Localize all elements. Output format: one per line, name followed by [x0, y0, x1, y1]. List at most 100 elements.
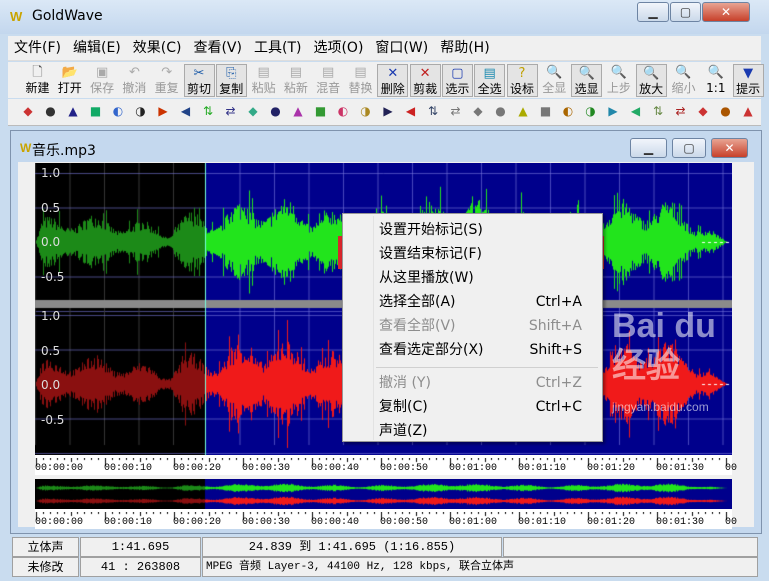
mechanize-icon[interactable]: ⇅	[427, 104, 439, 118]
toolbar-button-2[interactable]: ▣ 保存	[87, 64, 118, 97]
echo-icon[interactable]: ◐	[112, 104, 124, 118]
toolbar-button-19[interactable]: 🔍 放大	[635, 64, 667, 97]
doc-minimize-button[interactable]: ▁	[630, 138, 667, 158]
auto-gain-icon[interactable]: ◑	[585, 104, 596, 118]
close-button[interactable]: ✕	[702, 2, 750, 22]
doc-maximize-button[interactable]: ▢	[672, 138, 706, 158]
open-folder-icon: 📂	[61, 65, 78, 80]
stereo-icon[interactable]: ◑	[360, 104, 371, 118]
context-menu-item-6[interactable]: 撤消 (Y) Ctrl+Z	[343, 371, 602, 395]
toolbar-button-5[interactable]: ✂ 剪切	[183, 64, 215, 97]
toolbar-button-15[interactable]: ? 设标	[506, 64, 538, 97]
toolbar-button-16[interactable]: 🔍 全显	[539, 64, 570, 97]
context-menu-item-0[interactable]: 设置开始标记(S)	[343, 218, 602, 242]
toolbar-button-17[interactable]: 🔍 选显	[571, 64, 603, 97]
context-menu-item-8[interactable]: 声道(Z)	[343, 419, 602, 443]
menu-item-shortcut: Shift+A	[528, 318, 582, 334]
menu-item-3[interactable]: 查看(V)	[193, 40, 242, 56]
maximize-button[interactable]: ▢	[670, 2, 701, 22]
toolbar-button-4[interactable]: ↷ 重复	[151, 64, 182, 97]
toolbar-label: 重复	[154, 81, 179, 95]
toolbar-button-21[interactable]: 🔍 1:1	[700, 64, 731, 97]
effects-toolbar: ◆ ● ▲ ■ ◐ ◑ ▶ ◀ ⇅ ⇄ ◆ ● ▲ ■ ◐ ◑ ▶ ◀ ⇅ ⇄ ◆ ● ▲ ■ ◐ ◑ ▶ ◀ ⇅ ⇄ ◆ ● ▲	[8, 99, 761, 126]
doc-close-button[interactable]: ✕	[711, 138, 748, 158]
status-format: MPEG 音频 Layer-3, 44100 Hz, 128 kbps, 联合立…	[202, 557, 758, 577]
toolbar-button-11[interactable]: ✕ 删除	[377, 64, 409, 97]
toolbar-label: 上步	[606, 81, 631, 95]
toolbar-button-0[interactable]: 🗋 新建	[22, 64, 53, 97]
matrix-icon[interactable]: ■	[314, 104, 327, 118]
stretch-icon[interactable]: ◆	[248, 104, 258, 118]
channel-swap-icon[interactable]: ●	[45, 104, 56, 118]
toolbar-button-13[interactable]: ▢ 选示	[441, 64, 473, 97]
timeline-label: 00:01:00	[449, 517, 498, 528]
timeline-ticks	[35, 458, 732, 466]
reverse-icon[interactable]: ▶	[158, 104, 168, 118]
menu-item-7[interactable]: 帮助(H)	[440, 40, 490, 56]
noise-icon[interactable]: ▶	[383, 104, 393, 118]
compress-icon[interactable]: ⇄	[450, 104, 461, 118]
fade-in-icon[interactable]: ◑	[135, 104, 146, 118]
toolbar-button-14[interactable]: ▤ 全选	[474, 64, 506, 97]
volume-icon[interactable]: ◆	[473, 104, 483, 118]
menu-item-5[interactable]: 选项(O)	[313, 40, 364, 56]
toolbar-label: 复制	[219, 82, 244, 96]
timeline-label: 00	[725, 463, 738, 474]
volume-shape-icon[interactable]: ▲	[518, 104, 528, 118]
menu-item-1[interactable]: 编辑(E)	[72, 40, 121, 56]
remove-silence-icon[interactable]: ●	[720, 104, 731, 118]
toolbar-button-6[interactable]: ⎘ 复制	[215, 64, 247, 97]
toolbar-button-9[interactable]: ▤ 混音	[313, 64, 344, 97]
match-icon[interactable]: ■	[539, 104, 552, 118]
filter-icon[interactable]: ◀	[180, 104, 191, 118]
toolbar-button-10[interactable]: ▤ 替换	[345, 64, 376, 97]
toolbar-button-1[interactable]: 📂 打开	[54, 64, 85, 97]
toolbar-label: 选示	[445, 82, 470, 96]
toolbar-button-8[interactable]: ▤ 粘新	[280, 64, 311, 97]
main-toolbar: 🗋 新建 📂 打开 ▣ 保存 ↶ 撤消 ↷ 重复 ✂ 剪切 ⎘ 复制 ▤ 粘贴 ▤ 粘新 ▤ 混音 ▤ 替换 ✕ 删除 ✕ 剪裁 ▢…	[8, 62, 764, 98]
invert-icon[interactable]: ◀	[405, 104, 416, 118]
pitch-icon[interactable]: ⇅	[202, 104, 214, 118]
toolbar-button-18[interactable]: 🔍 上步	[603, 64, 634, 97]
transpose-icon[interactable]: ⇄	[675, 104, 686, 118]
minimize-button[interactable]: ▁	[637, 2, 669, 22]
menu-item-4[interactable]: 工具(T)	[253, 40, 302, 56]
doppler-icon[interactable]: ◆	[23, 104, 33, 118]
time-icon[interactable]: ▲	[743, 104, 753, 118]
context-menu-item-3[interactable]: 选择全部(A) Ctrl+A	[343, 290, 602, 314]
expand-icon[interactable]: ■	[89, 104, 102, 118]
toolbar-label: 选显	[574, 82, 599, 96]
toolbar-button-12[interactable]: ✕ 剪裁	[409, 64, 441, 97]
menu-item-2[interactable]: 效果(C)	[132, 40, 182, 56]
mix-icon[interactable]: ◐	[337, 104, 349, 118]
menu-item-label: 选择全部(A)	[379, 294, 456, 310]
spectrum-icon[interactable]: ▲	[293, 104, 303, 118]
menu-item-6[interactable]: 窗口(W)	[375, 40, 429, 56]
timeline-overview: 00:00:00 00:00:10 00:00:20 00:00:30 00:00:40…	[35, 509, 737, 529]
overview-waveform[interactable]	[35, 479, 732, 510]
toolbar-label: 缩小	[671, 81, 696, 95]
toolbar-button-7[interactable]: ▤ 粘贴	[248, 64, 279, 97]
toolbar-button-3[interactable]: ↶ 撤消	[119, 64, 150, 97]
context-menu-item-7[interactable]: 复制(C) Ctrl+C	[343, 395, 602, 419]
silence-icon[interactable]: ◆	[698, 104, 708, 118]
offset-icon[interactable]: ●	[270, 104, 281, 118]
equalizer-icon[interactable]: ⇄	[225, 104, 236, 118]
context-menu-item-1[interactable]: 设置结束标记(F)	[343, 242, 602, 266]
volume-change-icon[interactable]: ●	[495, 104, 506, 118]
replace-icon: ▤	[354, 65, 367, 80]
context-menu-item-2[interactable]: 从这里播放(W)	[343, 266, 602, 290]
fade-icon[interactable]: ▲	[68, 104, 78, 118]
context-menu-item-4[interactable]: 查看全部(V) Shift+A	[343, 314, 602, 338]
maximize-icon[interactable]: ◐	[562, 104, 574, 118]
amplitude-label: 0.0	[41, 235, 61, 249]
context-menu-item-5[interactable]: 查看选定部分(X) Shift+S	[343, 338, 602, 362]
title-bar: W GoldWave ▁ ▢ ✕	[0, 0, 769, 34]
select-view-icon: ▢	[451, 66, 464, 81]
toolbar-button-22[interactable]: ▼ 提示	[732, 64, 764, 97]
toolbar-button-20[interactable]: 🔍 缩小	[668, 64, 699, 97]
normalize-icon[interactable]: ▶	[608, 104, 618, 118]
menu-item-0[interactable]: 文件(F)	[14, 40, 61, 56]
resample-icon[interactable]: ⇅	[652, 104, 664, 118]
play-rate-icon[interactable]: ◀	[630, 104, 641, 118]
